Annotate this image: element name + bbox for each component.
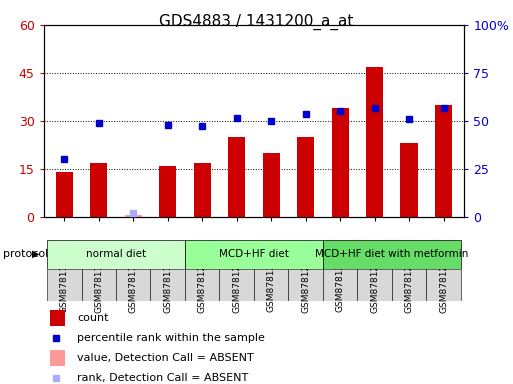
Bar — [50, 350, 65, 366]
Bar — [47, 269, 82, 301]
Text: count: count — [77, 313, 109, 323]
Text: GSM878127: GSM878127 — [439, 258, 448, 313]
Bar — [435, 105, 452, 217]
Text: GSM878125: GSM878125 — [370, 258, 379, 313]
Bar — [228, 137, 245, 217]
Bar — [323, 269, 358, 301]
Bar — [297, 137, 314, 217]
Text: protocol: protocol — [3, 249, 48, 259]
Bar — [392, 269, 426, 301]
Text: GSM878122: GSM878122 — [267, 258, 275, 313]
Text: MCD+HF diet with metformin: MCD+HF diet with metformin — [315, 249, 468, 260]
Text: GSM878120: GSM878120 — [198, 258, 207, 313]
Text: rank, Detection Call = ABSENT: rank, Detection Call = ABSENT — [77, 373, 248, 383]
Bar — [358, 269, 392, 301]
Bar — [47, 240, 185, 269]
Text: GSM878117: GSM878117 — [94, 258, 103, 313]
Bar — [220, 269, 254, 301]
Text: GDS4883 / 1431200_a_at: GDS4883 / 1431200_a_at — [160, 13, 353, 30]
Bar — [331, 108, 349, 217]
Bar — [50, 310, 65, 326]
Text: GSM878116: GSM878116 — [60, 258, 69, 313]
Text: ▶: ▶ — [32, 249, 40, 259]
Text: MCD+HF diet: MCD+HF diet — [219, 249, 289, 260]
Text: percentile rank within the sample: percentile rank within the sample — [77, 333, 265, 343]
Bar — [125, 215, 142, 217]
Bar — [426, 269, 461, 301]
Text: GSM878121: GSM878121 — [232, 258, 241, 313]
Bar — [90, 162, 107, 217]
Bar — [159, 166, 176, 217]
Bar — [323, 240, 461, 269]
Text: GSM878124: GSM878124 — [336, 258, 345, 313]
Bar — [193, 162, 211, 217]
Text: GSM878118: GSM878118 — [129, 258, 138, 313]
Bar — [150, 269, 185, 301]
Text: GSM878119: GSM878119 — [163, 258, 172, 313]
Text: GSM878123: GSM878123 — [301, 258, 310, 313]
Bar — [401, 143, 418, 217]
Bar — [185, 240, 323, 269]
Text: value, Detection Call = ABSENT: value, Detection Call = ABSENT — [77, 353, 254, 363]
Text: normal diet: normal diet — [86, 249, 146, 260]
Bar — [56, 172, 73, 217]
Bar — [82, 269, 116, 301]
Bar — [288, 269, 323, 301]
Bar — [366, 66, 383, 217]
Text: GSM878126: GSM878126 — [405, 258, 413, 313]
Bar — [263, 153, 280, 217]
Bar — [116, 269, 150, 301]
Bar — [254, 269, 288, 301]
Bar — [185, 269, 220, 301]
